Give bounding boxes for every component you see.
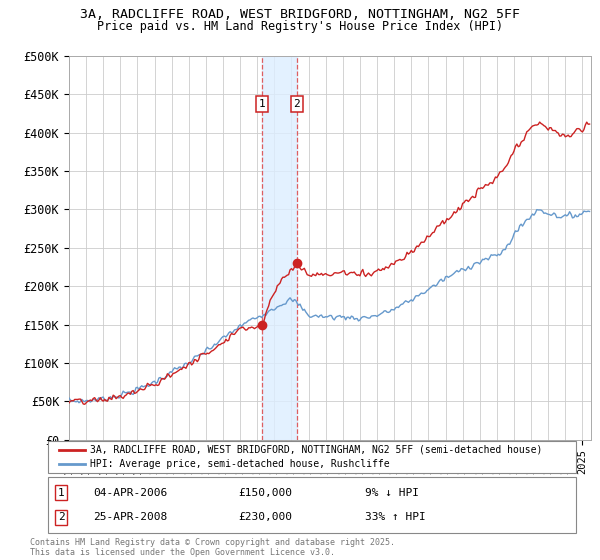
Text: £150,000: £150,000 (238, 488, 292, 498)
Text: 1: 1 (259, 99, 265, 109)
Bar (262, 56, 297, 440)
Text: 25-APR-2008: 25-APR-2008 (93, 512, 167, 522)
Text: 1: 1 (58, 488, 65, 498)
Text: 33% ↑ HPI: 33% ↑ HPI (365, 512, 425, 522)
Text: HPI: Average price, semi-detached house, Rushcliffe: HPI: Average price, semi-detached house,… (90, 459, 390, 469)
Text: 9% ↓ HPI: 9% ↓ HPI (365, 488, 419, 498)
FancyBboxPatch shape (48, 477, 576, 533)
Text: Contains HM Land Registry data © Crown copyright and database right 2025.
This d: Contains HM Land Registry data © Crown c… (30, 538, 395, 557)
Text: £230,000: £230,000 (238, 512, 292, 522)
Text: 2: 2 (293, 99, 301, 109)
Text: 3A, RADCLIFFE ROAD, WEST BRIDGFORD, NOTTINGHAM, NG2 5FF: 3A, RADCLIFFE ROAD, WEST BRIDGFORD, NOTT… (80, 8, 520, 21)
Text: 3A, RADCLIFFE ROAD, WEST BRIDGFORD, NOTTINGHAM, NG2 5FF (semi-detached house): 3A, RADCLIFFE ROAD, WEST BRIDGFORD, NOTT… (90, 445, 542, 455)
FancyBboxPatch shape (48, 441, 576, 473)
Text: Price paid vs. HM Land Registry's House Price Index (HPI): Price paid vs. HM Land Registry's House … (97, 20, 503, 32)
Text: 2: 2 (58, 512, 65, 522)
Text: 04-APR-2006: 04-APR-2006 (93, 488, 167, 498)
